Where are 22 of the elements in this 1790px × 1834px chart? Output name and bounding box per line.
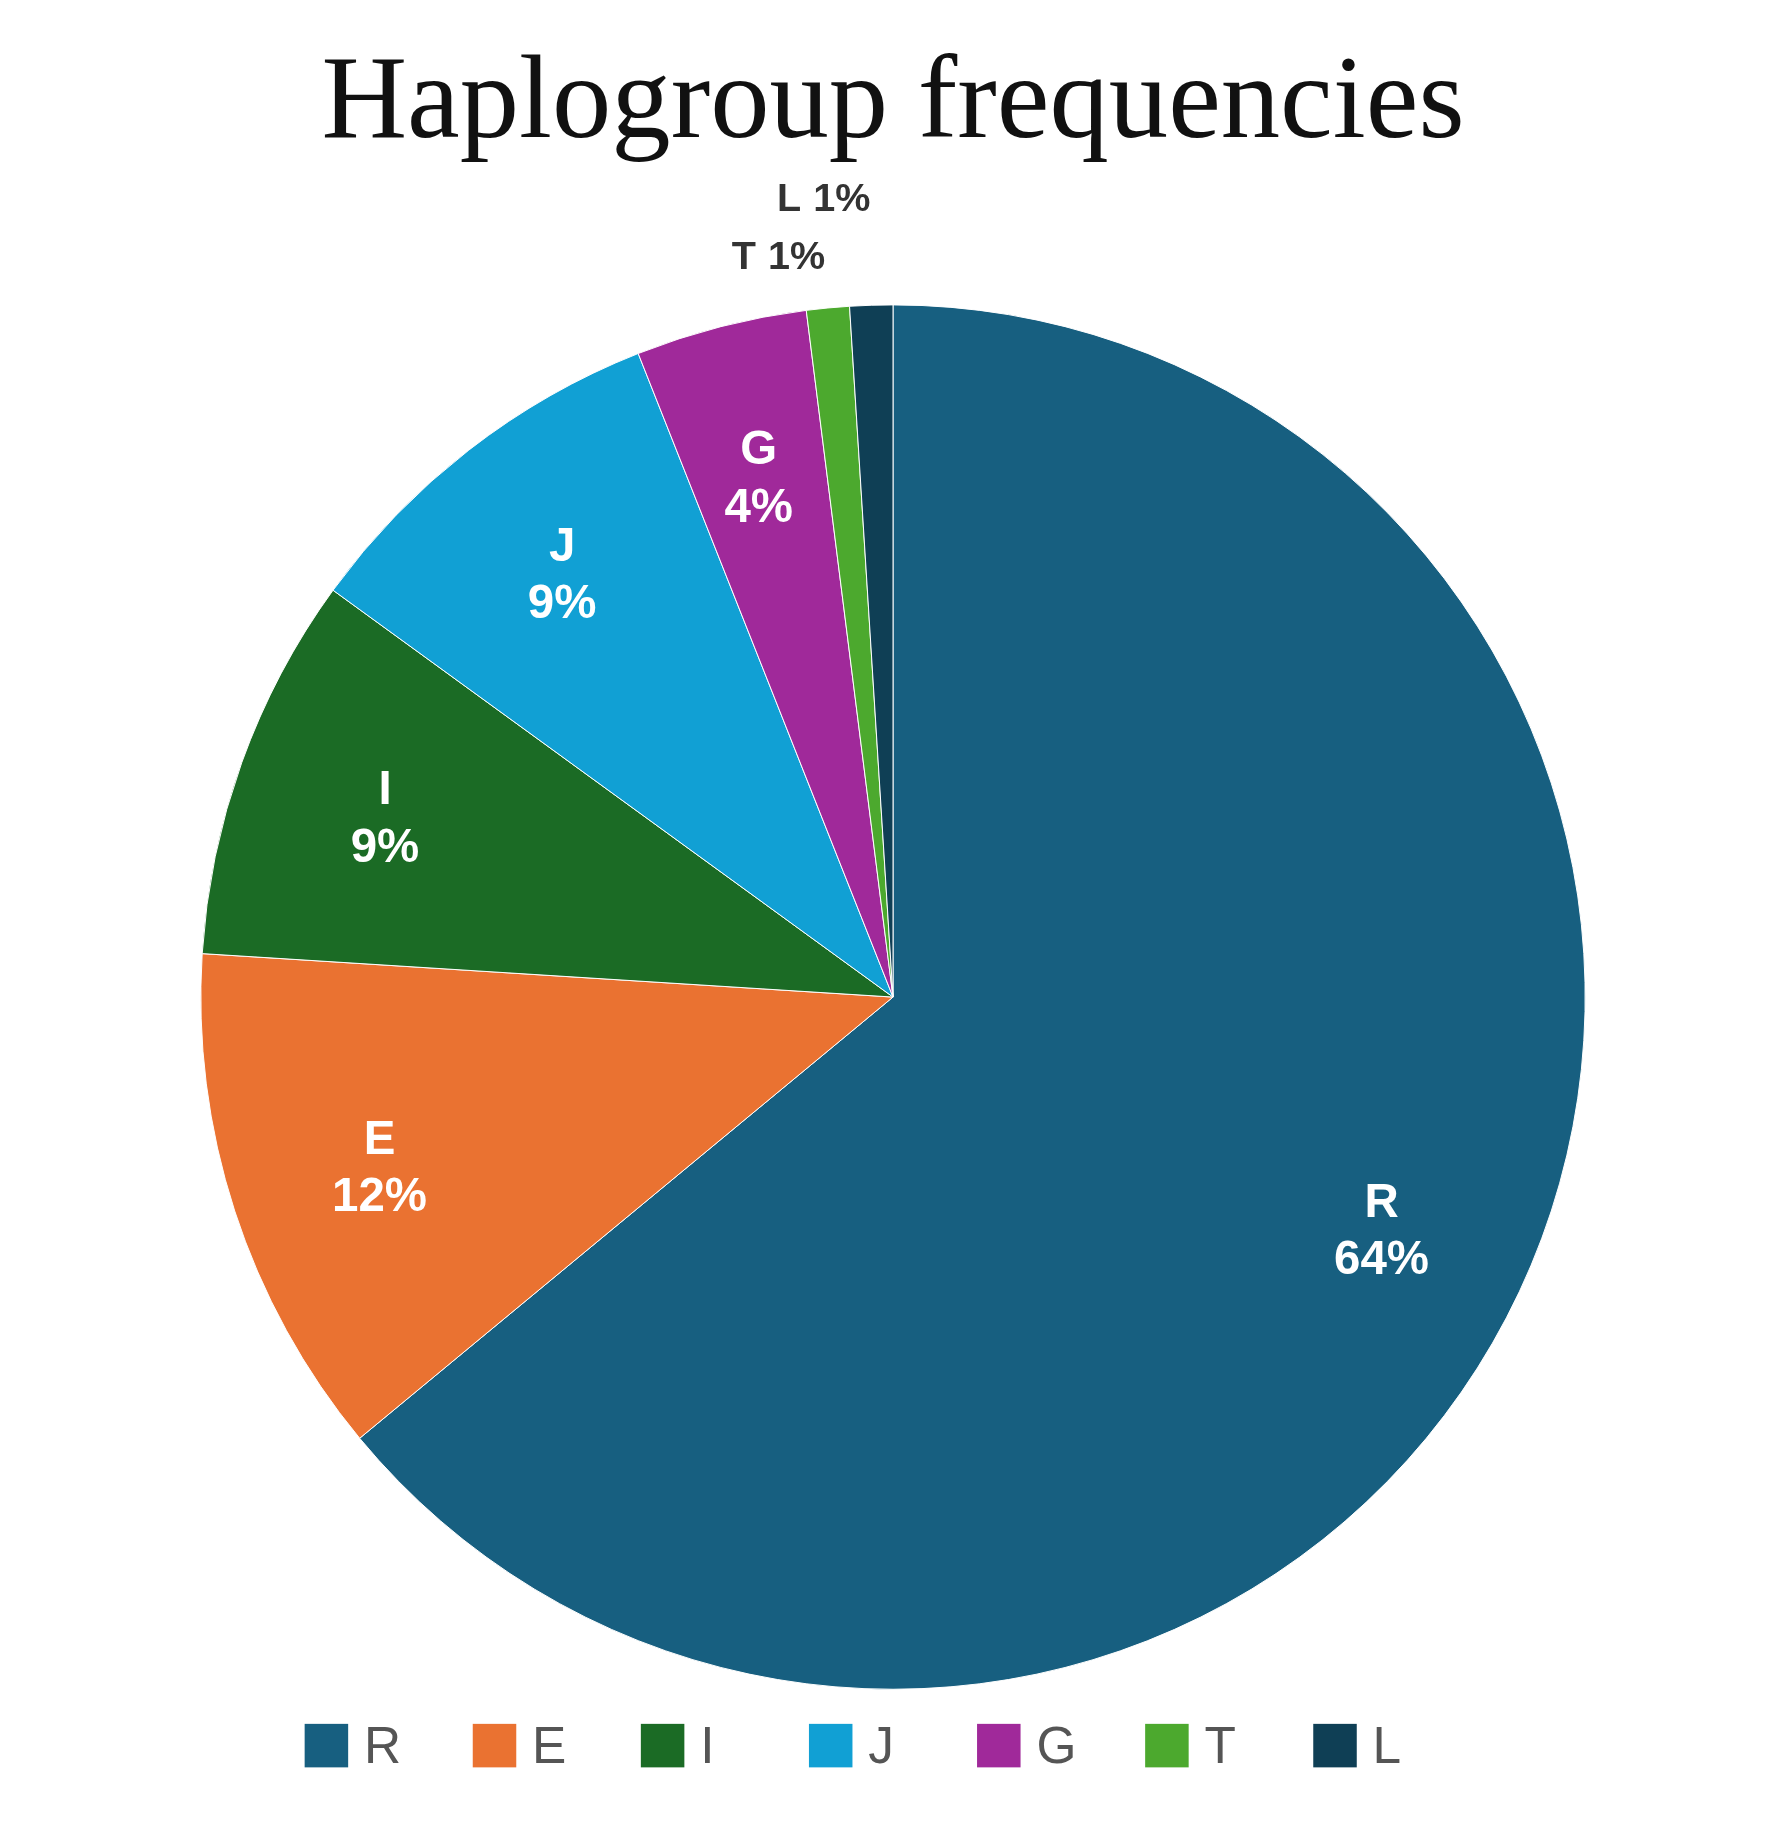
data-label: 1%	[767, 232, 826, 277]
data-label: 9%	[350, 818, 420, 872]
slice-label: J	[548, 517, 576, 571]
data-label: 9%	[527, 574, 597, 628]
legend-label: G	[1036, 1716, 1077, 1775]
data-label: 64%	[1334, 1231, 1430, 1285]
legend-label: T	[1204, 1716, 1236, 1775]
slice-label: R	[1364, 1174, 1399, 1228]
data-label: 4%	[724, 478, 794, 532]
slice-label: T	[731, 232, 756, 277]
legend-label: L	[1372, 1716, 1402, 1775]
legend-label: R	[363, 1716, 402, 1775]
chart-title: Haplogroup frequencies	[321, 30, 1465, 163]
data-label: 12%	[332, 1168, 428, 1222]
slice-label: E	[363, 1111, 396, 1165]
slice-label: I	[378, 761, 392, 815]
data-label: 1%	[813, 175, 871, 220]
slice-label: G	[740, 421, 778, 475]
slice-label: L	[776, 175, 802, 220]
legend-label: E	[532, 1716, 567, 1775]
legend-label: I	[700, 1716, 715, 1775]
legend-label: J	[868, 1716, 894, 1775]
